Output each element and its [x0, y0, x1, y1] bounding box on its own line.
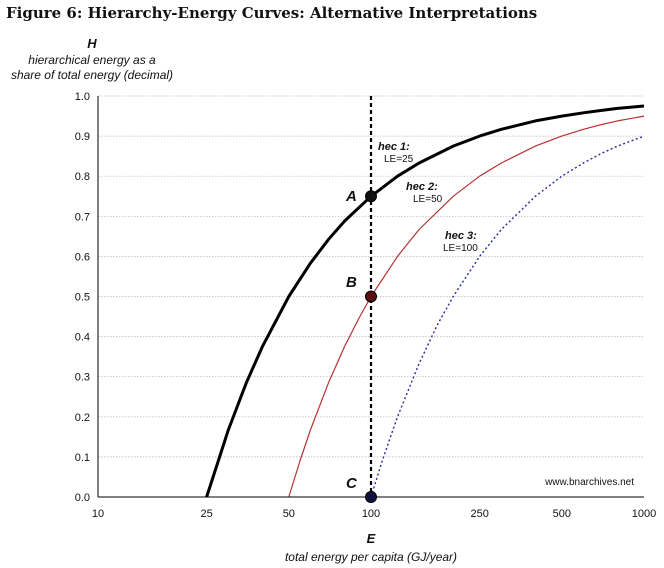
series-lines — [205, 104, 645, 498]
x-tick-label-0: 10 — [92, 508, 104, 520]
y-tick-label-10: 1.0 — [75, 91, 90, 103]
x-tick-label-4: 250 — [470, 508, 488, 520]
x-tick-label-2: 50 — [283, 508, 295, 520]
y-axis-label-line2: share of total energy (decimal) — [11, 68, 173, 82]
y-tick-label-7: 0.7 — [75, 211, 90, 223]
series-2-name: hec 2: — [406, 181, 438, 193]
series-3-sublabel: LE=100 — [443, 243, 478, 254]
chart-labels: H hierarchical energy as a share of tota… — [11, 36, 634, 564]
point-label-b: B — [346, 274, 357, 291]
x-tick-label-3: 100 — [362, 508, 380, 520]
y-tick-label-4: 0.4 — [75, 332, 90, 344]
x-tick-labels: 10 25 50 100 250 500 1000 — [92, 508, 656, 520]
y-tick-label-0: 0.0 — [75, 492, 90, 504]
series-1-name: hec 1: — [378, 141, 410, 153]
x-axis-variable: E — [367, 531, 376, 546]
x-tick-label-5: 500 — [553, 508, 571, 520]
x-tick-label-1: 25 — [201, 508, 213, 520]
point-label-a: A — [345, 188, 357, 205]
point-markers — [365, 190, 377, 503]
y-tick-label-6: 0.6 — [75, 251, 90, 263]
y-axis-label-line1: hierarchical energy as a — [28, 53, 156, 67]
series-2-sublabel: LE=50 — [413, 194, 443, 205]
series-1-sublabel: LE=25 — [384, 154, 414, 165]
y-tick-label-9: 0.9 — [75, 131, 90, 143]
gridlines — [98, 95, 644, 458]
y-tick-label-8: 0.8 — [75, 171, 90, 183]
source-credit: www.bnarchives.net — [544, 477, 634, 488]
series-1-line — [205, 104, 645, 498]
y-tick-label-3: 0.3 — [75, 372, 90, 384]
series-3-name: hec 3: — [445, 230, 477, 242]
y-tick-label-1: 0.1 — [75, 452, 90, 464]
point-marker-b — [365, 290, 377, 303]
series-2-line — [288, 115, 645, 498]
point-marker-a — [365, 190, 377, 203]
y-axis-variable: H — [87, 36, 97, 51]
y-tick-labels: 0.0 0.1 0.2 0.3 0.4 0.5 0.6 0.7 0.8 0.9 1.0 — [75, 91, 90, 504]
series-3-line — [370, 135, 645, 498]
x-axis-label: total energy per capita (GJ/year) — [285, 550, 457, 564]
y-tick-label-2: 0.2 — [75, 412, 90, 424]
point-label-c: C — [346, 475, 358, 492]
point-marker-c — [365, 491, 377, 503]
figure-title: Figure 6: Hierarchy-Energy Curves: Alter… — [6, 4, 538, 22]
y-tick-label-5: 0.5 — [75, 292, 90, 304]
x-tick-label-6: 1000 — [632, 508, 656, 520]
